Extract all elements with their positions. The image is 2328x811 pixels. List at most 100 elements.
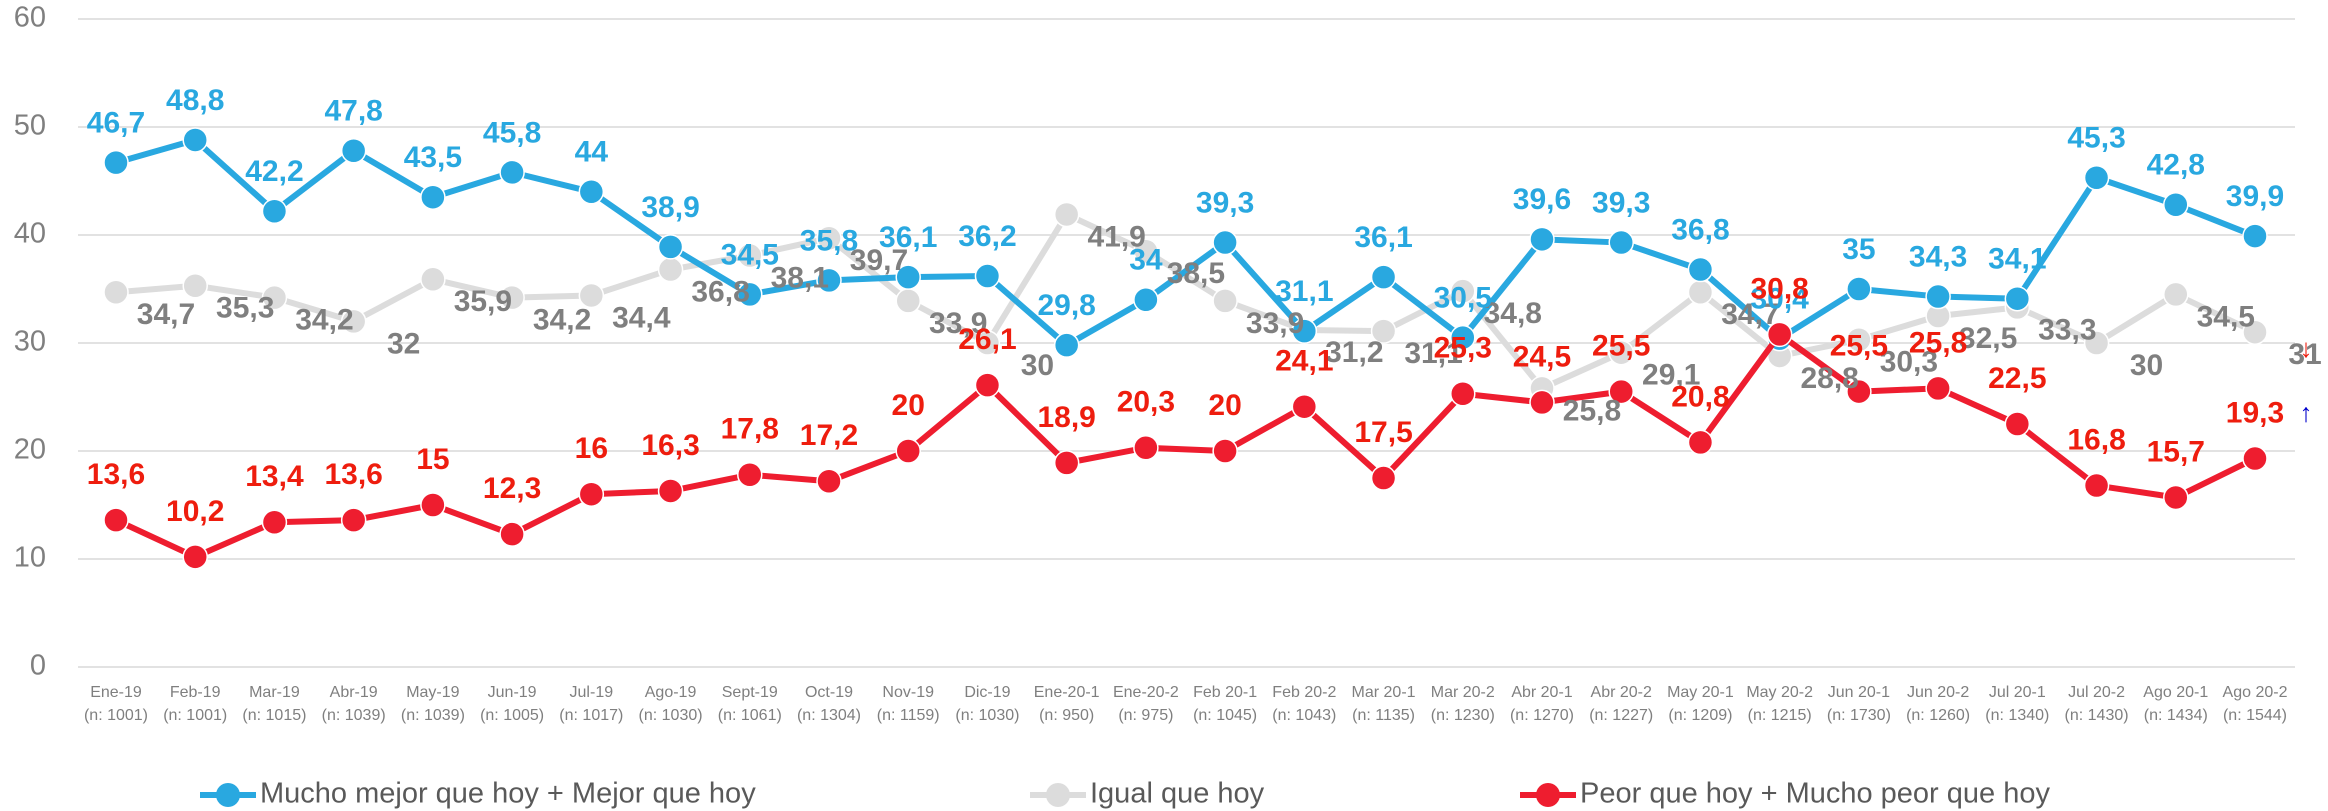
data-label: 36,1 bbox=[1354, 221, 1412, 254]
data-label: 47,8 bbox=[324, 95, 382, 128]
x-tick-label: Ago 20-2 bbox=[2223, 684, 2288, 701]
data-point bbox=[420, 492, 446, 518]
annotation: ↑ bbox=[2300, 397, 2313, 427]
x-tick-label: Dic-19 bbox=[964, 684, 1010, 701]
data-label: 25,3 bbox=[1434, 332, 1492, 365]
data-point bbox=[816, 267, 842, 294]
data-point bbox=[578, 481, 605, 507]
data-point bbox=[1529, 389, 1555, 416]
y-tick-label: 60 bbox=[14, 2, 46, 34]
data-point bbox=[1450, 324, 1476, 351]
x-tick-label: Ene-19 bbox=[90, 684, 142, 701]
data-label: 19,3 bbox=[2226, 396, 2284, 429]
series-line bbox=[115, 136, 2257, 349]
data-label: 36,8 bbox=[691, 275, 749, 308]
data-label: 33,9 bbox=[929, 307, 987, 340]
data-label: 29,1 bbox=[1642, 359, 1700, 392]
data-label: 46,7 bbox=[87, 107, 145, 140]
x-tick-note: (n: 1730) bbox=[1827, 707, 1891, 724]
x-tick-label: Abr 20-2 bbox=[1591, 684, 1652, 701]
data-point bbox=[420, 266, 446, 293]
data-label: 13,4 bbox=[245, 460, 304, 493]
data-point bbox=[1053, 450, 1080, 476]
data-point bbox=[2004, 411, 2031, 437]
data-label: 20,8 bbox=[1671, 380, 1729, 413]
data-point bbox=[1291, 393, 1318, 420]
data-point bbox=[1133, 287, 1159, 313]
data-label: 13,6 bbox=[324, 458, 382, 491]
series-line bbox=[114, 331, 2257, 560]
y-tick-label: 50 bbox=[14, 110, 46, 142]
data-point bbox=[657, 478, 684, 504]
x-tick-label: Nov-19 bbox=[882, 684, 934, 701]
y-tick-label: 10 bbox=[14, 542, 46, 574]
data-label: 31,1 bbox=[1275, 275, 1333, 308]
data-point bbox=[657, 256, 684, 283]
x-tick-note: (n: 1430) bbox=[2065, 707, 2129, 724]
x-tick-label: Ene-20-1 bbox=[1034, 684, 1100, 701]
x-tick-note: (n: 1340) bbox=[1985, 707, 2049, 724]
data-point bbox=[1766, 321, 1793, 348]
data-point bbox=[1846, 378, 1872, 405]
x-tick-note: (n: 1159) bbox=[877, 707, 940, 724]
data-label: 24,5 bbox=[1513, 340, 1571, 373]
data-point bbox=[1133, 435, 1159, 461]
legend-marker bbox=[1046, 783, 1070, 807]
data-label: 38,9 bbox=[641, 191, 699, 224]
x-tick-note: (n: 1215) bbox=[1748, 707, 1812, 724]
data-point bbox=[1687, 256, 1714, 283]
data-point bbox=[1687, 279, 1714, 305]
data-point bbox=[2242, 319, 2268, 345]
data-label: 18,9 bbox=[1037, 401, 1095, 434]
data-label: 16 bbox=[575, 432, 608, 465]
data-point bbox=[816, 468, 842, 494]
x-tick-label: Abr-19 bbox=[330, 684, 378, 701]
data-point bbox=[1370, 318, 1397, 344]
data-label: 30 bbox=[1021, 349, 1054, 382]
legend-label: Igual que hoy bbox=[1090, 778, 1265, 810]
data-point bbox=[1925, 375, 1951, 402]
x-tick-note: (n: 950) bbox=[1039, 707, 1094, 724]
x-tick-note: (n: 1001) bbox=[84, 707, 148, 724]
x-tick-note: (n: 1043) bbox=[1272, 707, 1336, 724]
data-label: 13,6 bbox=[87, 458, 145, 491]
data-label: 20,3 bbox=[1117, 386, 1175, 419]
y-tick-label: 20 bbox=[14, 434, 46, 466]
data-point bbox=[737, 281, 763, 308]
data-point bbox=[2163, 281, 2189, 308]
y-tick-label: 40 bbox=[14, 218, 46, 250]
data-label: 34,2 bbox=[533, 304, 591, 337]
x-tick-note: (n: 1544) bbox=[2223, 707, 2287, 724]
data-point bbox=[1212, 438, 1238, 464]
data-point bbox=[103, 507, 129, 533]
data-point bbox=[340, 138, 367, 164]
legend-marker bbox=[1536, 783, 1560, 807]
data-point bbox=[340, 308, 367, 335]
x-tick-label: Jun 20-2 bbox=[1907, 684, 1969, 701]
data-label: 42,2 bbox=[245, 155, 303, 188]
data-label: 30 bbox=[2130, 349, 2163, 382]
x-tick-note: (n: 1135) bbox=[1352, 707, 1415, 724]
data-label: 36,2 bbox=[958, 220, 1016, 253]
data-point bbox=[2242, 223, 2268, 249]
x-tick-note: (n: 1260) bbox=[1906, 707, 1970, 724]
data-label: 34,7 bbox=[137, 298, 195, 331]
data-label: 25,5 bbox=[1592, 330, 1650, 363]
data-label: 34 bbox=[1129, 244, 1163, 277]
data-label: 20 bbox=[1208, 389, 1241, 422]
data-point bbox=[895, 288, 921, 314]
data-point bbox=[974, 330, 1001, 356]
data-label: 36,1 bbox=[879, 221, 937, 254]
x-tick-note: (n: 1017) bbox=[559, 707, 623, 724]
data-label: 17,2 bbox=[800, 419, 858, 452]
x-tick-label: Jun-19 bbox=[488, 684, 537, 701]
data-label: 26,1 bbox=[958, 323, 1016, 356]
data-label: 25,8 bbox=[1563, 394, 1621, 427]
x-tick-label: Abr 20-1 bbox=[1511, 684, 1572, 701]
data-label: 22,5 bbox=[1988, 362, 2046, 395]
data-label: 10,2 bbox=[166, 495, 224, 528]
x-tick-note: (n: 1001) bbox=[163, 707, 227, 724]
data-label: 16,8 bbox=[2067, 423, 2125, 456]
x-tick-note: (n: 1227) bbox=[1589, 707, 1653, 724]
data-point bbox=[182, 544, 208, 570]
